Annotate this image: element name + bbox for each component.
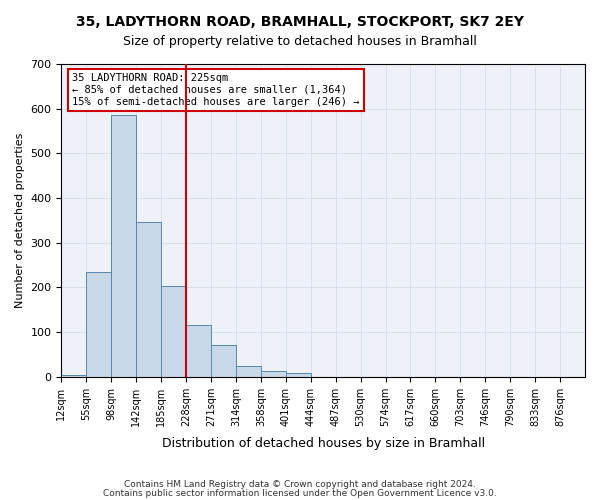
Bar	[111, 116, 136, 377]
Bar	[136, 222, 161, 377]
X-axis label: Distribution of detached houses by size in Bramhall: Distribution of detached houses by size …	[161, 437, 485, 450]
Bar	[86, 272, 111, 377]
Bar	[261, 371, 286, 377]
Text: 35 LADYTHORN ROAD: 225sqm
← 85% of detached houses are smaller (1,364)
15% of se: 35 LADYTHORN ROAD: 225sqm ← 85% of detac…	[72, 74, 359, 106]
Bar	[161, 286, 186, 377]
Text: Contains HM Land Registry data © Crown copyright and database right 2024.: Contains HM Land Registry data © Crown c…	[124, 480, 476, 489]
Bar	[236, 366, 261, 377]
Bar	[211, 344, 236, 377]
Y-axis label: Number of detached properties: Number of detached properties	[15, 132, 25, 308]
Bar	[286, 373, 311, 377]
Text: Contains public sector information licensed under the Open Government Licence v3: Contains public sector information licen…	[103, 488, 497, 498]
Bar	[186, 325, 211, 377]
Text: 35, LADYTHORN ROAD, BRAMHALL, STOCKPORT, SK7 2EY: 35, LADYTHORN ROAD, BRAMHALL, STOCKPORT,…	[76, 15, 524, 29]
Bar	[61, 374, 86, 377]
Text: Size of property relative to detached houses in Bramhall: Size of property relative to detached ho…	[123, 35, 477, 48]
